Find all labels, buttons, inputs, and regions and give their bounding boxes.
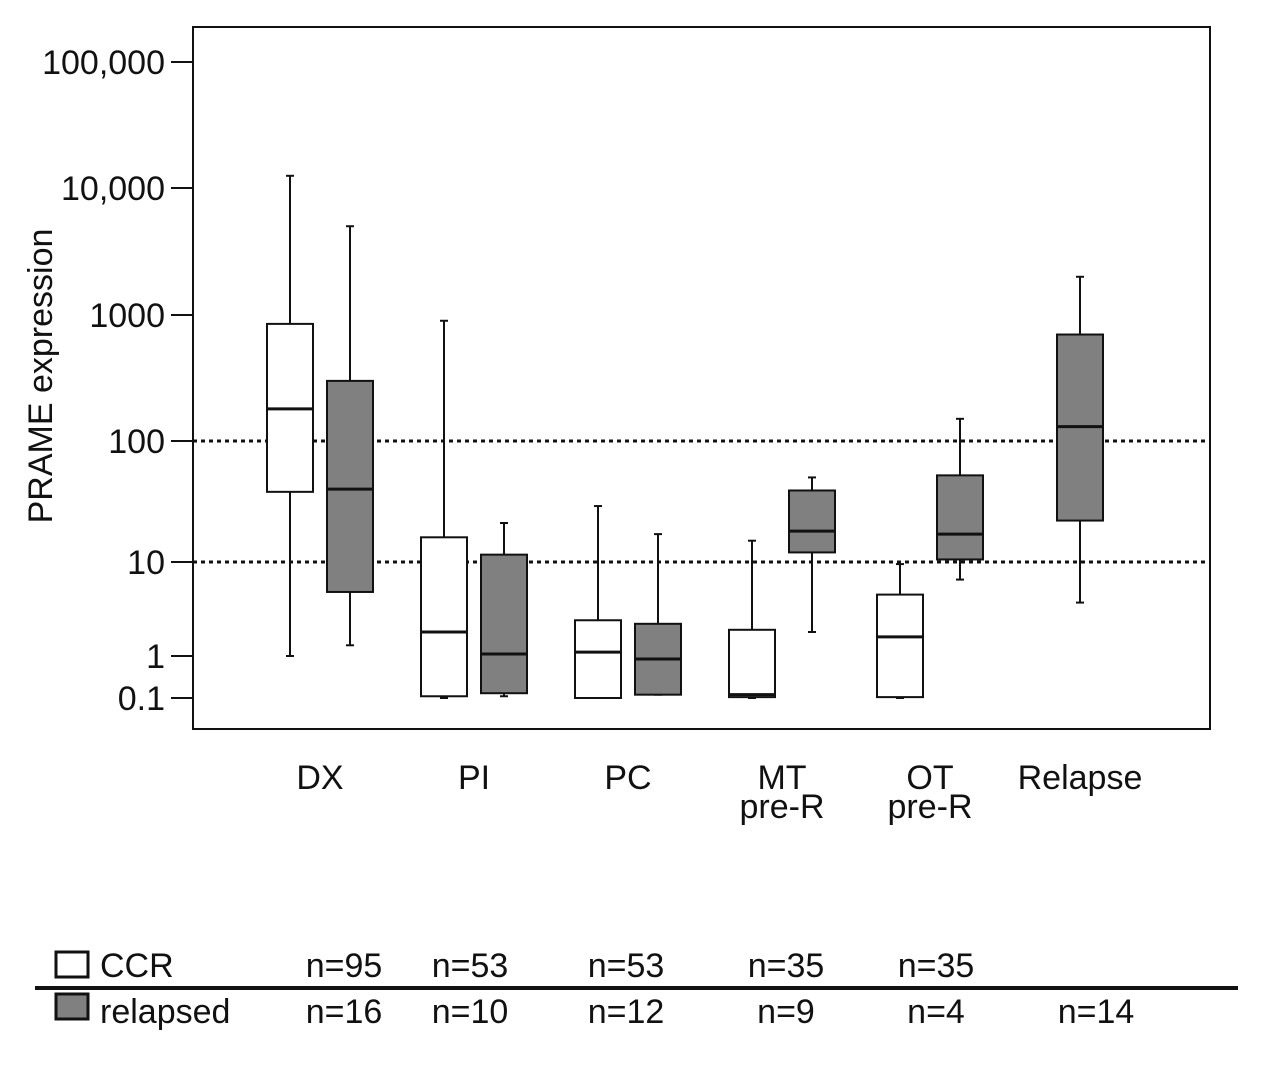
sample-size-CCR: n=53 [588, 947, 665, 985]
box-CCR [266, 174, 314, 657]
sample-size-CCR: n=53 [432, 947, 509, 985]
sample-size-relapsed: n=4 [907, 993, 965, 1031]
box-CCR [728, 539, 776, 699]
legend-label-relapsed: relapsed [100, 993, 230, 1031]
box-iqr [326, 379, 374, 593]
box-CCR [876, 563, 924, 699]
box-relapsed [1056, 275, 1104, 604]
y-tick-label: 100 [108, 423, 165, 461]
box-relapsed [788, 476, 836, 634]
legend: CCR relapsed [35, 947, 1238, 1031]
box-iqr [574, 619, 622, 699]
box-series [266, 174, 1104, 699]
sample-size-relapsed: n=10 [432, 993, 509, 1031]
box-iqr [936, 474, 984, 561]
box-iqr [728, 628, 776, 699]
box-iqr [788, 489, 836, 554]
box-CCR [574, 505, 622, 699]
sample-size-relapsed: n=12 [588, 993, 665, 1031]
box-relapsed [480, 522, 528, 698]
x-category-sublabel: pre-R [887, 788, 972, 826]
x-category-label: MT [757, 759, 806, 797]
sample-size-CCR: n=35 [748, 947, 825, 985]
x-category-sublabel: pre-R [739, 788, 824, 826]
y-tick-label: 1 [146, 638, 165, 676]
y-tick-label: 0.1 [118, 680, 165, 718]
x-category-label: Relapse [1018, 759, 1143, 797]
x-category-label: OT [906, 759, 953, 797]
legend-label-ccr: CCR [100, 947, 174, 985]
y-tick-label: 10,000 [61, 170, 165, 208]
box-relapsed [326, 225, 374, 647]
box-iqr [480, 553, 528, 695]
sample-size-relapsed: n=14 [1058, 993, 1135, 1031]
y-tick-label: 10 [127, 544, 165, 582]
x-category-label: PI [458, 759, 490, 797]
box-iqr [876, 593, 924, 699]
box-relapsed [634, 533, 682, 696]
box-relapsed [936, 417, 984, 581]
sample-size-relapsed: n=16 [306, 993, 383, 1031]
y-axis-title: PRAME expression [22, 229, 60, 524]
legend-swatch-relapsed [54, 992, 90, 1021]
plot-frame [192, 26, 1211, 730]
sample-size-CCR: n=35 [898, 947, 975, 985]
x-category-label: DX [296, 759, 343, 797]
sample-size-table: n=95 n=53 n=53 n=35 n=35 n=16 n=10 n=12 n=9 n=4 n=… [306, 947, 1135, 1031]
y-tick-label: 100,000 [42, 44, 165, 82]
x-category-label: PC [604, 759, 651, 797]
sample-size-CCR: n=95 [306, 947, 383, 985]
sample-size-relapsed: n=9 [757, 993, 815, 1031]
y-tick-label: 1000 [89, 297, 165, 335]
box-CCR [420, 319, 468, 699]
legend-swatch-ccr [54, 950, 90, 979]
y-axis: 0.1 1 10 100 1000 10,000 100,000 [42, 44, 193, 718]
box-iqr [420, 536, 468, 698]
